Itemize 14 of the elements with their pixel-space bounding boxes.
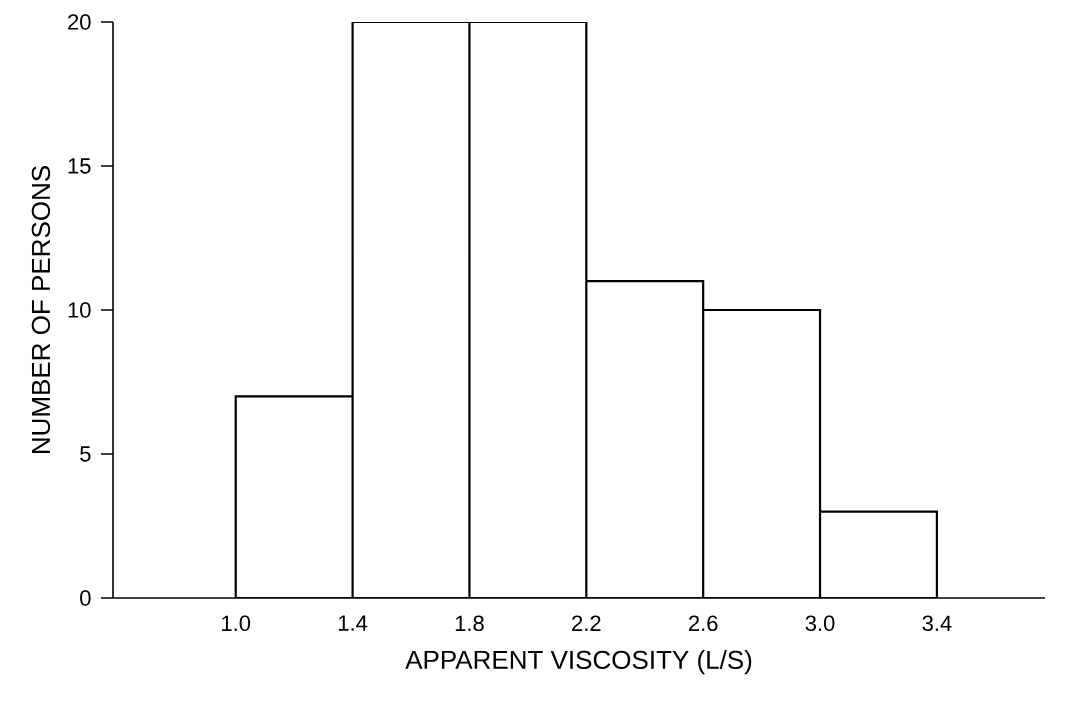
y-tick-label: 5 (80, 446, 91, 462)
x-tick-label: 3.4 (922, 615, 952, 632)
x-tick-label: 1.4 (338, 615, 368, 631)
x-tick-label: 3.0 (805, 615, 835, 632)
x-tick-label: 2.6 (688, 615, 718, 632)
x-axis-title: APPARENT VISCOSITY (L/S) (405, 649, 752, 675)
x-tick-label: 2.2 (572, 615, 601, 631)
y-tick-label: 15 (68, 158, 91, 174)
y-tick-label: 20 (68, 14, 91, 30)
y-tick-label: 10 (68, 302, 91, 318)
y-axis-title: NUMBER OF PERSONS (31, 166, 51, 454)
y-tick-label: 0 (80, 590, 91, 606)
x-tick-label: 1.0 (222, 615, 251, 632)
x-tick-label: 1.8 (455, 615, 484, 632)
